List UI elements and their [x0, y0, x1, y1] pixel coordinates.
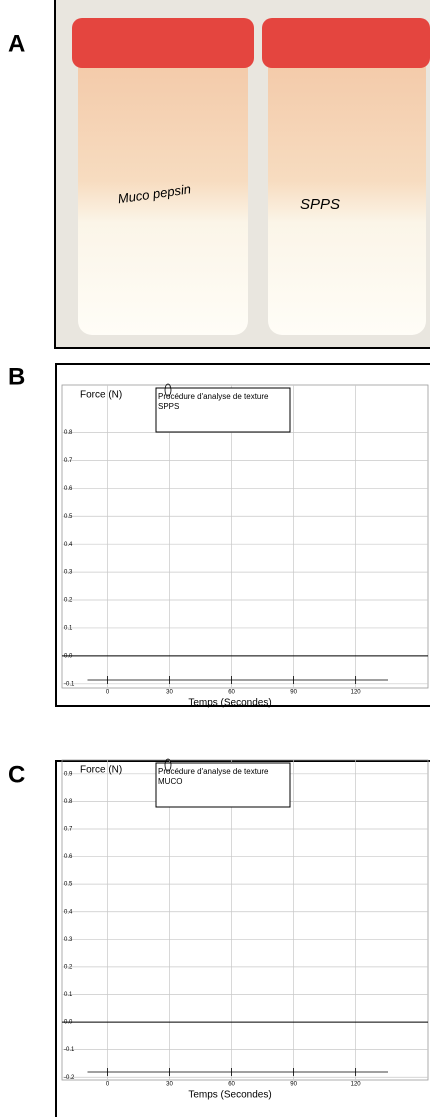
x-tick-label: 60	[228, 1082, 235, 1088]
y-tick-label: 0.2	[64, 964, 73, 970]
panel-frame	[55, 363, 430, 707]
x-tick-label: 120	[351, 1082, 362, 1088]
x-tick-label: 30	[166, 690, 173, 696]
y-tick-label: 0.4	[64, 909, 73, 915]
x-tick-label: 30	[166, 1082, 173, 1088]
annotation-text: SPPS	[158, 402, 179, 411]
y-tick-label: 0.9	[64, 771, 73, 777]
handwriting: SPPS	[300, 196, 340, 213]
panel-label: B	[8, 363, 25, 390]
annotation-text: MUCO	[158, 777, 182, 786]
clip-icon	[164, 758, 172, 772]
y-tick-label: -0.1	[64, 681, 75, 687]
y-tick-label: 0.0	[64, 1020, 73, 1026]
jar-cap	[262, 18, 430, 68]
y-tick-label: 0.1	[64, 626, 73, 632]
clip-icon	[164, 383, 172, 397]
y-tick-label: 0.3	[64, 937, 73, 943]
panel-frame	[55, 760, 430, 1117]
y-tick-label: 0.3	[64, 570, 73, 576]
x-tick-label: 0	[106, 1082, 110, 1088]
annotation-box	[155, 762, 291, 808]
y-axis-label: Force (N)	[80, 765, 122, 776]
annotation-text: Procédure d'analyse de texture	[158, 767, 269, 776]
panel-label: A	[8, 30, 25, 57]
y-tick-label: 0.8	[64, 430, 73, 436]
y-tick-label: 0.1	[64, 992, 73, 998]
y-tick-label: 0.5	[64, 882, 73, 888]
x-tick-label: 60	[228, 690, 235, 696]
annotation-text: Procédure d'analyse de texture	[158, 392, 269, 401]
y-tick-label: 0.0	[64, 653, 73, 659]
y-tick-label: 0.7	[64, 458, 73, 464]
plot-frame	[61, 384, 429, 689]
y-tick-label: -0.2	[64, 1075, 75, 1081]
x-axis-label: Temps (Secondes)	[188, 1090, 271, 1101]
plot-frame	[61, 759, 429, 1081]
jar	[78, 55, 248, 335]
y-tick-label: 0.5	[64, 514, 73, 520]
annotation-box	[155, 387, 291, 433]
y-tick-label: -0.1	[64, 1047, 75, 1053]
jar	[268, 55, 426, 335]
y-tick-label: 0.8	[64, 799, 73, 805]
y-tick-label: 0.4	[64, 542, 73, 548]
jar-cap	[72, 18, 254, 68]
x-tick-label: 90	[290, 1082, 297, 1088]
panel-label: C	[8, 761, 25, 788]
x-axis-label: Temps (Secondes)	[188, 698, 271, 709]
x-tick-label: 120	[351, 690, 362, 696]
x-tick-label: 0	[106, 690, 110, 696]
x-tick-label: 90	[290, 690, 297, 696]
y-tick-label: 0.6	[64, 486, 73, 492]
y-axis-label: Force (N)	[80, 390, 122, 401]
y-tick-label: 0.2	[64, 598, 73, 604]
y-tick-label: 0.7	[64, 827, 73, 833]
y-tick-label: 0.6	[64, 854, 73, 860]
